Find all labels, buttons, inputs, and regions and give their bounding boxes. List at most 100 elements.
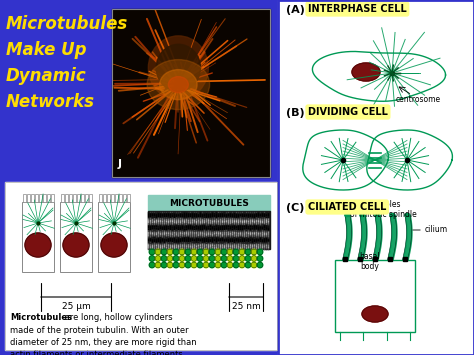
Circle shape (191, 256, 197, 261)
Text: 25 nm: 25 nm (232, 302, 260, 311)
Bar (119, 194, 122, 202)
Bar (73, 194, 76, 202)
Polygon shape (303, 130, 388, 190)
Bar (51, 194, 54, 202)
Bar (148, 195, 270, 211)
Circle shape (251, 249, 257, 255)
Bar (343, 257, 347, 261)
Circle shape (197, 262, 203, 268)
Circle shape (191, 249, 197, 255)
Circle shape (167, 262, 173, 268)
Bar (112, 9, 270, 177)
Circle shape (191, 262, 197, 268)
Ellipse shape (160, 70, 197, 100)
Circle shape (173, 262, 179, 268)
Bar (31, 194, 34, 202)
Circle shape (149, 249, 155, 255)
Circle shape (215, 249, 221, 255)
Text: 25 μm: 25 μm (62, 302, 91, 311)
Circle shape (173, 249, 179, 255)
Circle shape (221, 256, 227, 261)
Circle shape (257, 249, 263, 255)
Text: (C): (C) (286, 203, 304, 213)
Circle shape (155, 262, 161, 268)
Circle shape (185, 256, 191, 261)
Bar (60, 202, 92, 272)
Circle shape (203, 249, 209, 255)
Circle shape (245, 249, 251, 255)
Text: Make Up: Make Up (6, 41, 86, 59)
Ellipse shape (345, 213, 350, 217)
Circle shape (173, 256, 179, 261)
Text: (B): (B) (286, 108, 305, 118)
Bar (39, 194, 42, 202)
Ellipse shape (390, 213, 395, 217)
Circle shape (197, 249, 203, 255)
Circle shape (155, 249, 161, 255)
Bar (278, 0, 474, 355)
Bar (81, 194, 84, 202)
Circle shape (245, 256, 251, 261)
Circle shape (179, 256, 185, 261)
Bar (5, 182, 277, 350)
Ellipse shape (148, 36, 209, 100)
Circle shape (239, 256, 245, 261)
Text: (A): (A) (286, 5, 305, 15)
Circle shape (149, 262, 155, 268)
Text: are long, hollow cylinders: are long, hollow cylinders (62, 313, 173, 322)
Bar (35, 194, 38, 202)
Circle shape (209, 262, 215, 268)
Text: Microtubules: Microtubules (6, 15, 128, 33)
Circle shape (215, 262, 221, 268)
Bar (403, 257, 407, 261)
Bar (47, 194, 50, 202)
Circle shape (203, 256, 209, 261)
Bar (278, 0, 474, 355)
Text: J: J (118, 159, 122, 169)
Text: spindle poles
of mitotic spindle: spindle poles of mitotic spindle (350, 200, 417, 219)
Text: basal
body: basal body (360, 252, 380, 272)
Bar (148, 211, 270, 249)
Circle shape (221, 262, 227, 268)
Bar (107, 194, 110, 202)
Bar (335, 260, 415, 332)
Text: DIVIDING CELL: DIVIDING CELL (308, 107, 388, 117)
Circle shape (185, 249, 191, 255)
Circle shape (233, 249, 239, 255)
Text: Microtubules: Microtubules (10, 313, 72, 322)
Bar (77, 194, 80, 202)
Circle shape (197, 256, 203, 261)
Bar (85, 194, 88, 202)
Text: CILIATED CELL: CILIATED CELL (308, 202, 386, 212)
Circle shape (239, 249, 245, 255)
Ellipse shape (360, 213, 365, 217)
Bar (98, 202, 130, 272)
Bar (65, 194, 68, 202)
Circle shape (221, 249, 227, 255)
Bar (43, 194, 46, 202)
Text: MICROTUBULES: MICROTUBULES (169, 198, 249, 208)
Text: cilium: cilium (425, 225, 448, 235)
Bar (388, 257, 392, 261)
Circle shape (185, 262, 191, 268)
Ellipse shape (352, 63, 380, 81)
Circle shape (215, 256, 221, 261)
Ellipse shape (101, 233, 127, 257)
Text: Networks: Networks (6, 93, 95, 111)
Ellipse shape (168, 77, 188, 93)
Polygon shape (367, 130, 452, 190)
Ellipse shape (362, 306, 388, 322)
Bar (22, 202, 54, 272)
Bar (99, 194, 102, 202)
Bar (115, 194, 118, 202)
Circle shape (257, 256, 263, 261)
Bar (27, 194, 30, 202)
Ellipse shape (156, 44, 201, 91)
Circle shape (149, 256, 155, 261)
Circle shape (203, 262, 209, 268)
Circle shape (179, 249, 185, 255)
Ellipse shape (405, 213, 410, 217)
Circle shape (227, 256, 233, 261)
Bar (5, 182, 277, 350)
Circle shape (167, 249, 173, 255)
